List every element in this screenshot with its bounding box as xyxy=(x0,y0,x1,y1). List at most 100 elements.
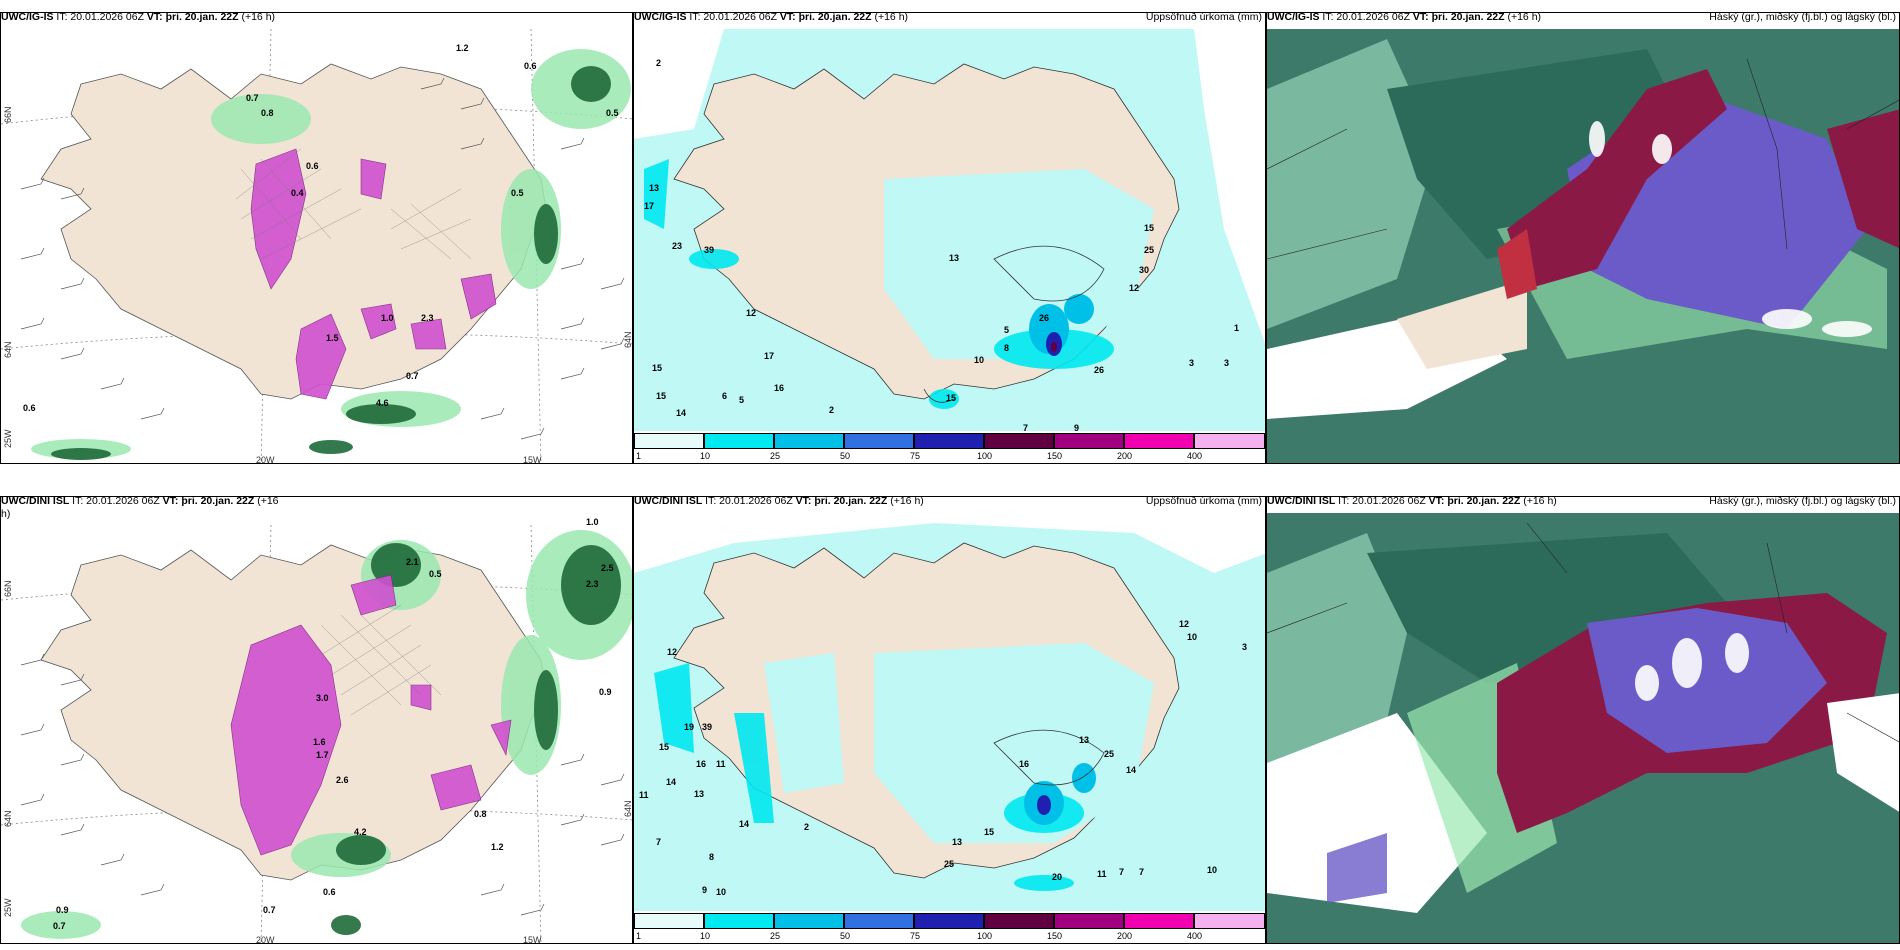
map-value: 0.9 xyxy=(56,905,69,915)
map-value: 3 xyxy=(1224,358,1230,368)
iceland-map xyxy=(1,525,632,943)
colorbar-swatch xyxy=(1124,433,1194,449)
map-value: 6 xyxy=(722,391,728,401)
map-value: 0.6 xyxy=(306,161,319,171)
map-panel-dini-accum-precip: UWC/DINI ISL IT: 20.01.2026 06Z VT: þri.… xyxy=(633,496,1266,944)
lon-label: 15W xyxy=(523,935,542,944)
map-value: 3 xyxy=(1242,642,1248,652)
colorbar-label: 25 xyxy=(770,451,781,461)
map-value: 20 xyxy=(1052,872,1063,882)
panel-title: Uppsöfnuð úrkoma (mm) xyxy=(1145,12,1262,23)
map-value: 16 xyxy=(1019,759,1030,769)
map-panel-dini-wind-precip: UWC/DINI ISL IT: 20.01.2026 06Z VT: þri.… xyxy=(0,496,633,944)
lon-label: 20W xyxy=(256,935,275,944)
map-value: 2 xyxy=(829,405,835,415)
map-panel-dini-cloud-cover: UWC/DINI ISL IT: 20.01.2026 06Z VT: þri.… xyxy=(1266,496,1900,944)
colorbar-swatch xyxy=(984,433,1054,449)
map-value: 1.6 xyxy=(313,737,326,747)
colorbar-swatch xyxy=(1124,913,1194,929)
map-value: 17 xyxy=(644,201,655,211)
map-value: 10 xyxy=(716,887,727,897)
colorbar-label: 150 xyxy=(1047,451,1063,461)
map-value: 11 xyxy=(716,759,726,769)
map-value: 30 xyxy=(1139,265,1150,275)
lat-label: 64N xyxy=(3,341,13,358)
map-value: 1.2 xyxy=(456,43,469,53)
map-value: 7 xyxy=(1119,867,1125,877)
panel-header: UWC/IG-IS IT: 20.01.2026 06Z VT: þri. 20… xyxy=(1267,12,1542,23)
colorbar-swatch xyxy=(1054,433,1124,449)
map-value: 23 xyxy=(672,241,683,251)
edge-label: 64N xyxy=(623,331,633,348)
colorbar-label: 150 xyxy=(1047,931,1063,941)
map-value: 1 xyxy=(1234,323,1240,333)
map-value: 9 xyxy=(1074,423,1080,433)
map-value: 2 xyxy=(656,58,662,68)
map-value: 0.5 xyxy=(606,108,619,118)
map-value: 5 xyxy=(739,395,745,405)
map-value: 0.4 xyxy=(291,188,304,198)
map-value: 9 xyxy=(702,885,708,895)
map-value: 1.7 xyxy=(316,750,329,760)
map-value: 14 xyxy=(1126,765,1137,775)
map-value: 0.7 xyxy=(246,93,259,103)
map-value: 15 xyxy=(652,363,663,373)
precip-colorbar: 1 10 25 50 75 100 150 200 400 xyxy=(634,431,1265,463)
map-value: 14 xyxy=(739,819,750,829)
map-value: 2.3 xyxy=(586,579,599,589)
colorbar-swatch xyxy=(844,433,914,449)
map-value: 1.5 xyxy=(326,333,339,343)
map-value: 2 xyxy=(804,822,810,832)
map-value: 1.0 xyxy=(381,313,394,323)
map-value: 3.0 xyxy=(316,693,329,703)
map-value: 2.6 xyxy=(336,775,349,785)
colorbar-label: 100 xyxy=(977,931,993,941)
map-value: 11 xyxy=(639,790,649,800)
lon-label: 20W xyxy=(256,455,275,464)
colorbar-label: 200 xyxy=(1117,931,1133,941)
map-value: 0.7 xyxy=(263,905,276,915)
map-value: 3 xyxy=(1189,358,1195,368)
map-value: 0.6 xyxy=(23,403,36,413)
colorbar-swatch xyxy=(984,913,1054,929)
map-value: 10 xyxy=(1207,865,1218,875)
map-value: 12 xyxy=(1129,283,1140,293)
map-panel-igis-accum-precip: UWC/IG-IS IT: 20.01.2026 06Z VT: þri. 20… xyxy=(633,12,1266,464)
cloud-map xyxy=(1267,29,1899,463)
map-value: 13 xyxy=(694,789,705,799)
iceland-map xyxy=(1,29,632,463)
colorbar-label: 400 xyxy=(1187,451,1203,461)
map-value: 0.7 xyxy=(406,371,419,381)
map-value: 10 xyxy=(974,355,985,365)
colorbar-label: 1 xyxy=(636,931,642,941)
map-value: 1.2 xyxy=(491,842,504,852)
map-value: 0.8 xyxy=(261,108,274,118)
map-value: 7 xyxy=(1023,423,1029,433)
panel-header: UWC/DINI ISL IT: 20.01.2026 06Z VT: þri.… xyxy=(634,496,924,507)
panel-header: UWC/IG-IS IT: 20.01.2026 06Z VT: þri. 20… xyxy=(634,12,909,23)
colorbar-swatch xyxy=(634,913,704,929)
lat-label: 64N xyxy=(3,810,13,827)
cloud-map xyxy=(1267,513,1899,943)
lat-label: 66N xyxy=(3,106,13,123)
colorbar-label: 75 xyxy=(910,451,921,461)
map-value: 5 xyxy=(1004,325,1010,335)
map-value: 13 xyxy=(649,183,660,193)
colorbar-swatch xyxy=(844,913,914,929)
map-value: 16 xyxy=(696,759,707,769)
map-value: 11 xyxy=(1097,869,1107,879)
map-value: 15 xyxy=(946,393,957,403)
map-value: 0.8 xyxy=(474,809,487,819)
map-value: 8 xyxy=(1004,343,1010,353)
map-value: 4.6 xyxy=(376,398,389,408)
colorbar-swatch xyxy=(914,433,984,449)
lat-label: 66N xyxy=(3,580,13,597)
map-value: 39 xyxy=(702,722,713,732)
panel-header: UWC/DINI ISL IT: 20.01.2026 06Z VT: þri.… xyxy=(1,496,279,520)
colorbar-label: 50 xyxy=(840,931,851,941)
colorbar-label: 200 xyxy=(1117,451,1133,461)
precip-colorbar: 1 10 25 50 75 100 150 200 400 xyxy=(634,911,1265,943)
map-value: 2.5 xyxy=(601,563,614,573)
map-value: 15 xyxy=(984,827,995,837)
panel-title: Háský (gr.), miðský (fj.bl.) og lágský (… xyxy=(1709,496,1896,507)
